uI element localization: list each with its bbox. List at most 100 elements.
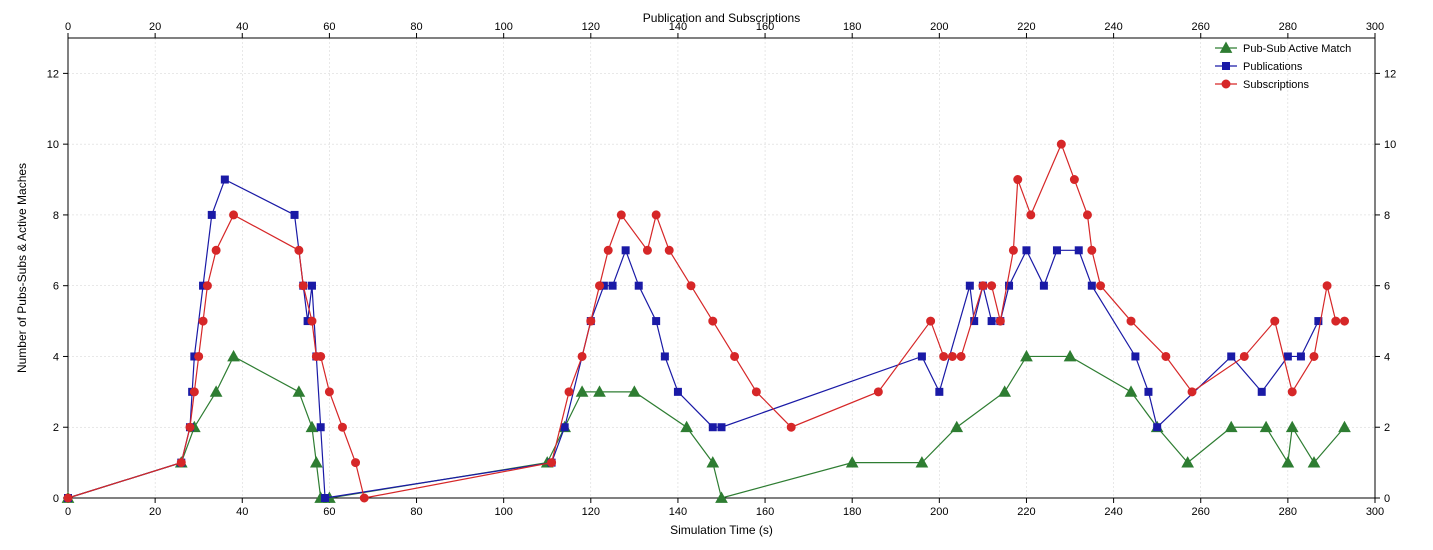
series-marker-subscriptions	[1240, 352, 1248, 360]
xtick-top: 100	[494, 21, 512, 33]
series-marker-subscriptions	[643, 246, 651, 254]
xtick-bottom: 260	[1192, 506, 1210, 518]
ytick-right: 0	[1384, 493, 1390, 505]
ytick-left: 8	[53, 210, 59, 222]
series-marker-subscriptions	[1271, 317, 1279, 325]
series-marker-subscriptions	[199, 317, 207, 325]
series-marker-publications	[1088, 282, 1095, 289]
xtick-bottom: 60	[323, 506, 335, 518]
ytick-right: 4	[1384, 351, 1390, 363]
series-marker-subscriptions	[212, 246, 220, 254]
series-marker-subscriptions	[1341, 317, 1349, 325]
series-marker-publications	[1154, 424, 1161, 431]
series-marker-subscriptions	[587, 317, 595, 325]
xtick-top: 200	[930, 21, 948, 33]
pubsub-chart: 0020204040606080801001001201201401401601…	[10, 10, 1423, 540]
xtick-bottom: 280	[1279, 506, 1297, 518]
series-marker-subscriptions	[1027, 211, 1035, 219]
series-marker-subscriptions	[1188, 388, 1196, 396]
series-marker-publications	[291, 211, 298, 218]
series-marker-publications	[661, 353, 668, 360]
series-marker-subscriptions	[1083, 211, 1091, 219]
series-marker-publications	[1075, 247, 1082, 254]
series-marker-subscriptions	[1088, 246, 1096, 254]
xtick-top: 0	[65, 21, 71, 33]
ytick-left: 12	[47, 68, 59, 80]
legend-label: Publications	[1243, 61, 1303, 73]
ytick-left: 10	[47, 139, 59, 151]
series-marker-subscriptions	[203, 282, 211, 290]
series-marker-publications	[1023, 247, 1030, 254]
series-marker-subscriptions	[604, 246, 612, 254]
ytick-right: 6	[1384, 281, 1390, 293]
series-marker-publications	[988, 318, 995, 325]
series-marker-subscriptions	[787, 423, 795, 431]
series-marker-subscriptions	[317, 352, 325, 360]
series-marker-subscriptions	[308, 317, 316, 325]
series-marker-subscriptions	[1332, 317, 1340, 325]
xtick-bottom: 100	[494, 506, 512, 518]
series-marker-publications	[221, 176, 228, 183]
series-marker-subscriptions	[230, 211, 238, 219]
series-marker-publications	[561, 424, 568, 431]
series-marker-publications	[322, 495, 329, 502]
xtick-bottom: 40	[236, 506, 248, 518]
xtick-bottom: 120	[582, 506, 600, 518]
series-marker-publications	[1284, 353, 1291, 360]
ytick-left: 6	[53, 281, 59, 293]
legend-marker	[1223, 63, 1230, 70]
series-marker-subscriptions	[979, 282, 987, 290]
series-marker-subscriptions	[687, 282, 695, 290]
series-marker-subscriptions	[940, 352, 948, 360]
series-marker-subscriptions	[1070, 176, 1078, 184]
xtick-top: 300	[1366, 21, 1384, 33]
ytick-right: 12	[1384, 68, 1396, 80]
xtick-bottom: 160	[756, 506, 774, 518]
series-marker-subscriptions	[548, 459, 556, 467]
xtick-bottom: 300	[1366, 506, 1384, 518]
xtick-top: 260	[1192, 21, 1210, 33]
series-marker-subscriptions	[957, 352, 965, 360]
series-marker-publications	[674, 388, 681, 395]
series-marker-publications	[208, 211, 215, 218]
series-marker-subscriptions	[1097, 282, 1105, 290]
xtick-top: 240	[1104, 21, 1122, 33]
series-marker-subscriptions	[1127, 317, 1135, 325]
series-marker-publications	[1258, 388, 1265, 395]
xtick-top: 20	[149, 21, 161, 33]
xtick-bottom: 240	[1104, 506, 1122, 518]
series-marker-subscriptions	[1288, 388, 1296, 396]
ytick-left: 2	[53, 422, 59, 434]
series-marker-subscriptions	[596, 282, 604, 290]
series-marker-subscriptions	[948, 352, 956, 360]
series-marker-publications	[308, 282, 315, 289]
series-marker-publications	[317, 424, 324, 431]
xtick-bottom: 180	[843, 506, 861, 518]
series-marker-subscriptions	[299, 282, 307, 290]
series-marker-publications	[1297, 353, 1304, 360]
series-marker-subscriptions	[1162, 352, 1170, 360]
series-marker-subscriptions	[709, 317, 717, 325]
series-marker-subscriptions	[352, 459, 360, 467]
y-axis-label: Number of Pubs-Subs & Active Maches	[15, 163, 29, 373]
ytick-left: 4	[53, 351, 59, 363]
series-marker-subscriptions	[1014, 176, 1022, 184]
xtick-top: 80	[410, 21, 422, 33]
series-marker-subscriptions	[195, 352, 203, 360]
series-marker-publications	[1053, 247, 1060, 254]
series-marker-subscriptions	[578, 352, 586, 360]
xtick-bottom: 200	[930, 506, 948, 518]
legend-label: Subscriptions	[1243, 79, 1310, 91]
series-marker-publications	[936, 388, 943, 395]
series-marker-subscriptions	[731, 352, 739, 360]
series-marker-subscriptions	[752, 388, 760, 396]
ytick-left: 0	[53, 493, 59, 505]
series-marker-subscriptions	[186, 423, 194, 431]
series-marker-subscriptions	[652, 211, 660, 219]
series-marker-publications	[1228, 353, 1235, 360]
series-marker-subscriptions	[665, 246, 673, 254]
series-marker-subscriptions	[996, 317, 1004, 325]
series-marker-subscriptions	[338, 423, 346, 431]
xtick-top: 120	[582, 21, 600, 33]
xtick-bottom: 80	[410, 506, 422, 518]
